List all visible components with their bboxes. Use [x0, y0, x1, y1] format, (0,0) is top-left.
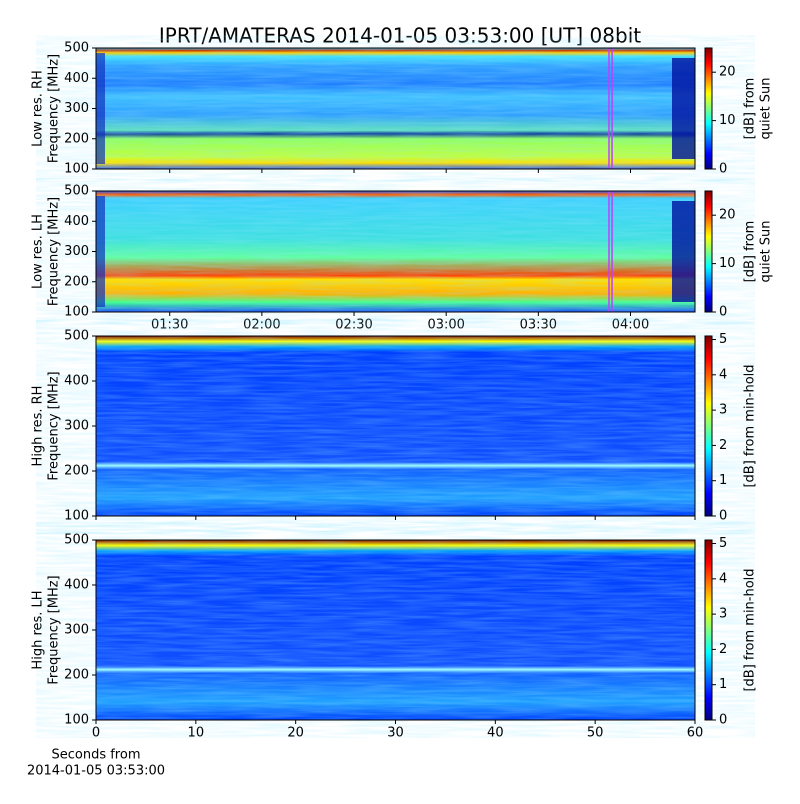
y-axis-label: Frequency [MHz]	[47, 54, 62, 163]
y-tick-label: 200	[64, 131, 89, 146]
y-tick-label: 300	[64, 623, 89, 638]
y-tick-label: 300	[64, 101, 89, 116]
spectrogram-texture	[96, 48, 695, 169]
y-tick-label: 400	[64, 214, 89, 229]
colorbar-label: [dB] from min-hold	[743, 568, 758, 691]
x-tick-label: 60	[687, 726, 704, 741]
y-axis-label: High res. LH	[31, 590, 46, 669]
colorbar-label: [dB] from min-hold	[743, 364, 758, 487]
colorbar-tick-label: 1	[719, 473, 727, 488]
y-tick-label: 200	[64, 668, 89, 683]
y-tick-label: 300	[64, 419, 89, 434]
x-tick-label: 02:00	[243, 318, 280, 333]
y-tick-label: 100	[64, 509, 89, 524]
colorbar-tick-label: 5	[719, 536, 727, 551]
data-gap	[672, 58, 695, 159]
colorbar-tick-label: 10	[719, 113, 736, 128]
colorbar-tick-label: 0	[719, 305, 727, 320]
colorbar-tick-label: 0	[719, 162, 727, 177]
y-tick-label: 500	[64, 184, 89, 199]
x-tick-label: 30	[387, 726, 404, 741]
y-tick-label: 400	[64, 374, 89, 389]
x-tick-label: 03:30	[520, 318, 557, 333]
figure-title: IPRT/AMATERAS 2014-01-05 03:53:00 [UT] 0…	[159, 24, 641, 48]
colorbar-tick-label: 20	[719, 208, 736, 223]
colorbar-tick-label: 2	[719, 642, 727, 657]
x-tick-label: 02:30	[335, 318, 372, 333]
x-tick-label: 04:00	[612, 318, 649, 333]
y-tick-label: 400	[64, 71, 89, 86]
data-gap	[96, 53, 105, 164]
data-gap	[96, 196, 105, 307]
y-axis-label: Frequency [MHz]	[47, 575, 62, 684]
y-axis-label: Frequency [MHz]	[47, 371, 62, 480]
colorbar	[704, 47, 713, 170]
y-tick-label: 500	[64, 41, 89, 56]
x-axis-label: 2014-01-05 03:53:00	[27, 764, 165, 779]
y-tick-label: 100	[64, 305, 89, 320]
colorbar-label: quiet Sun	[759, 77, 774, 139]
colorbar	[704, 539, 713, 721]
colorbar-label: [dB] from	[743, 221, 758, 283]
colorbar-tick-label: 4	[719, 367, 727, 382]
spectrogram-texture	[96, 336, 695, 516]
y-axis-label: Low res. LH	[31, 214, 46, 289]
colorbar-tick-label: 5	[719, 332, 727, 347]
colorbar-label: quiet Sun	[759, 220, 774, 282]
colorbar	[704, 190, 713, 313]
y-axis-label: Frequency [MHz]	[47, 197, 62, 306]
y-tick-label: 100	[64, 713, 89, 728]
x-tick-label: 0	[92, 726, 100, 741]
x-axis-label: Seconds from	[51, 748, 140, 763]
y-tick-label: 200	[64, 274, 89, 289]
y-tick-label: 500	[64, 329, 89, 344]
x-tick-label: 50	[587, 726, 604, 741]
y-tick-label: 300	[64, 244, 89, 259]
y-tick-label: 200	[64, 464, 89, 479]
y-tick-label: 100	[64, 162, 89, 177]
spectrogram-texture	[96, 191, 695, 312]
colorbar-tick-label: 3	[719, 403, 727, 418]
colorbar-tick-label: 2	[719, 438, 727, 453]
y-axis-label: High res. RH	[31, 386, 46, 467]
colorbar-label: [dB] from	[743, 78, 758, 140]
colorbar-tick-label: 4	[719, 571, 727, 586]
x-tick-label: 01:30	[151, 318, 188, 333]
data-gap	[672, 201, 695, 302]
colorbar	[704, 335, 713, 517]
x-tick-label: 20	[287, 726, 304, 741]
x-tick-label: 10	[188, 726, 205, 741]
colorbar-tick-label: 10	[719, 256, 736, 271]
y-tick-label: 400	[64, 578, 89, 593]
x-tick-label: 40	[487, 726, 504, 741]
colorbar-tick-label: 20	[719, 65, 736, 80]
colorbar-tick-label: 0	[719, 509, 727, 524]
x-tick-label: 03:00	[427, 318, 464, 333]
colorbar-tick-label: 0	[719, 713, 727, 728]
y-tick-label: 500	[64, 533, 89, 548]
colorbar-tick-label: 3	[719, 607, 727, 622]
colorbar-tick-label: 1	[719, 677, 727, 692]
y-axis-label: Low res. RH	[31, 70, 46, 147]
spectrogram-texture	[96, 540, 695, 720]
